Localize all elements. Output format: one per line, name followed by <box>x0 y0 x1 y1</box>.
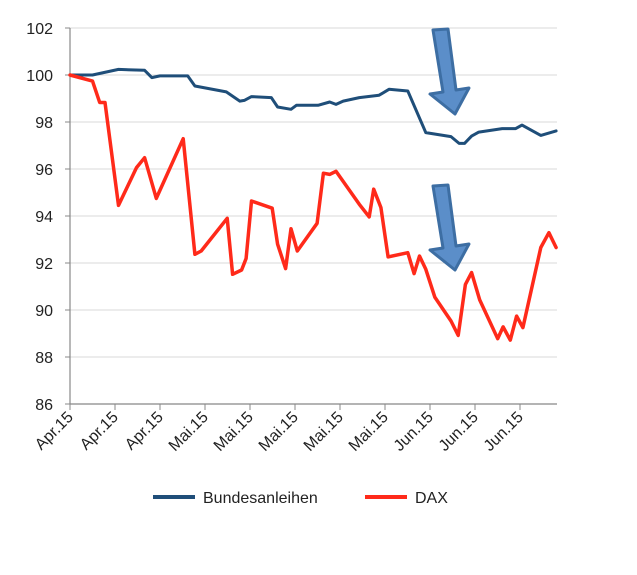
x-tick-label: Mai.15 <box>346 409 392 455</box>
x-tick-label: Apr.15 <box>77 409 122 454</box>
y-tick-label: 100 <box>26 68 53 85</box>
legend: Bundesanleihen DAX <box>153 490 448 507</box>
annotation-arrows <box>428 27 471 272</box>
x-tick-label: Mai.15 <box>211 409 257 455</box>
x-tick-label: Jun.15 <box>391 409 437 455</box>
y-tick-label: 102 <box>26 21 53 38</box>
y-tick-label: 92 <box>35 256 53 273</box>
y-tick-label: 96 <box>35 162 53 179</box>
y-tick-label: 98 <box>35 115 53 132</box>
x-tick-label: Jun.15 <box>481 409 527 455</box>
y-tick-label: 88 <box>35 350 53 367</box>
series-line-dax <box>68 73 558 342</box>
x-tick-label: Apr.15 <box>122 409 167 454</box>
x-axis-tick-labels: Apr.15 Apr.15 Apr.15 Mai.15 Mai.15 Mai.15 Mai.… <box>32 409 527 455</box>
down-arrow-icon <box>428 27 471 116</box>
legend-label-dax: DAX <box>415 490 448 507</box>
axes <box>65 27 557 410</box>
series-lines <box>68 67 558 342</box>
x-tick-label: Jun.15 <box>436 409 482 455</box>
x-tick-label: Mai.15 <box>256 409 302 455</box>
down-arrow-icon <box>428 183 471 272</box>
x-tick-label: Mai.15 <box>301 409 347 455</box>
y-tick-label: 90 <box>35 303 53 320</box>
series-line-bundesanleihen <box>68 67 558 145</box>
y-tick-label: 86 <box>35 397 53 414</box>
x-tick-label: Mai.15 <box>166 409 212 455</box>
legend-label-bundesanleihen: Bundesanleihen <box>203 490 318 507</box>
x-tick-label: Apr.15 <box>32 409 77 454</box>
y-tick-label: 94 <box>35 209 53 226</box>
y-axis-tick-labels: 86 88 90 92 94 96 98 100 102 <box>26 21 53 414</box>
